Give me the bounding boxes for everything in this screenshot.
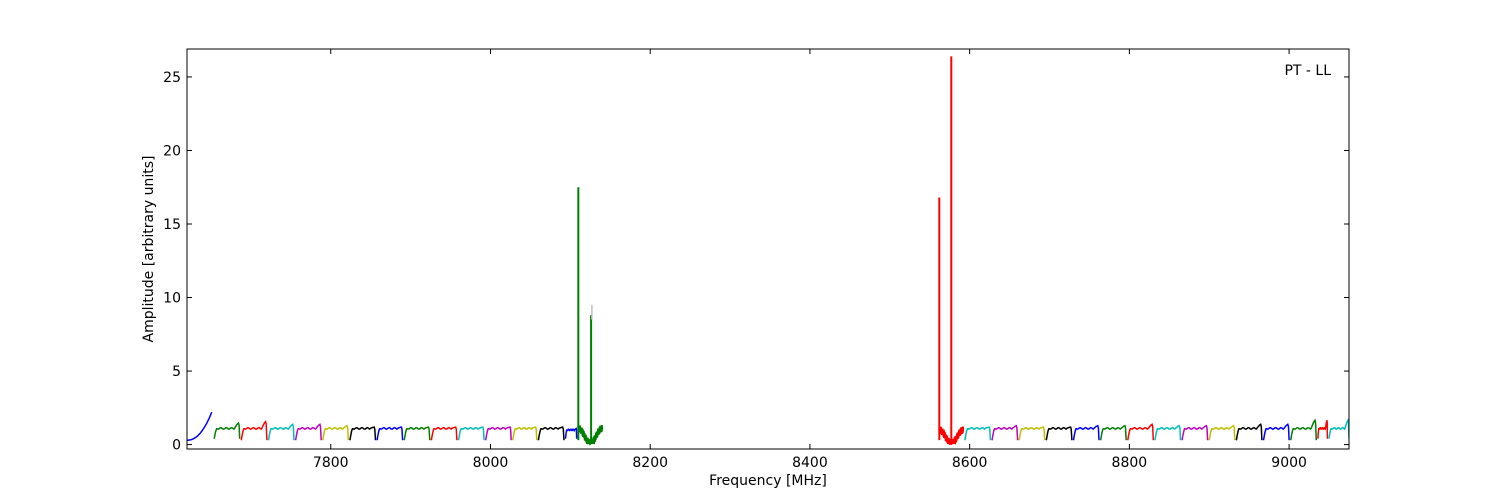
x-axis-label: Frequency [MHz]: [709, 473, 827, 489]
series-line: [577, 424, 604, 446]
series-line: [1208, 424, 1236, 441]
x-tick-label: 8800: [1112, 455, 1148, 471]
series-line: [322, 424, 350, 441]
series-line: [1181, 424, 1209, 441]
y-tick-label: 0: [172, 438, 181, 454]
series-line: [187, 411, 213, 441]
y-tick-label: 10: [163, 291, 181, 307]
series-line: [240, 420, 268, 441]
series-line: [964, 426, 992, 441]
y-tick-label: 5: [172, 364, 181, 380]
series-line: [1317, 420, 1329, 439]
plot-background: [187, 49, 1349, 449]
series-line: [213, 421, 241, 439]
series-line: [1018, 426, 1046, 441]
y-tick-label: 25: [163, 70, 181, 86]
plot-frame: [186, 48, 1350, 450]
series-line: [1072, 424, 1100, 441]
series-line: [1154, 424, 1182, 441]
series-line: [1328, 418, 1349, 439]
series-line: [1045, 426, 1073, 441]
series-layer: [187, 56, 1349, 446]
series-line: [537, 426, 565, 441]
series-line: [349, 426, 377, 441]
series-line: [564, 427, 578, 439]
x-tick-label: 7800: [313, 455, 349, 471]
x-tick-label: 8600: [952, 455, 988, 471]
series-line: [294, 423, 322, 441]
series-line: [430, 426, 458, 441]
y-tick-label: 15: [163, 217, 181, 233]
y-tick-label: 20: [163, 143, 181, 159]
x-tick-label: 8400: [792, 455, 828, 471]
series-line: [1099, 424, 1127, 441]
tick-layer: 7800 8000 8200 8400 8600 8800 9000 0 5 10 15 20 25: [163, 49, 1349, 471]
series-line: [1127, 423, 1155, 441]
series-line: [512, 426, 538, 441]
series-line: [376, 426, 404, 441]
y-axis-label: Amplitude [arbitrary units]: [141, 156, 157, 343]
series-line: [403, 426, 431, 441]
series-line: [1262, 423, 1290, 441]
series-line: [1235, 423, 1263, 441]
series-line: [991, 424, 1019, 441]
x-tick-label: 8200: [632, 455, 668, 471]
series-line: [457, 426, 485, 441]
chart-annotation: PT - LL: [1284, 63, 1331, 79]
series-line: [484, 426, 512, 441]
series-line: [267, 423, 295, 441]
series-line: [1289, 418, 1318, 441]
x-tick-label: 8000: [473, 455, 509, 471]
series-line: [938, 426, 965, 446]
x-tick-label: 9000: [1271, 455, 1307, 471]
